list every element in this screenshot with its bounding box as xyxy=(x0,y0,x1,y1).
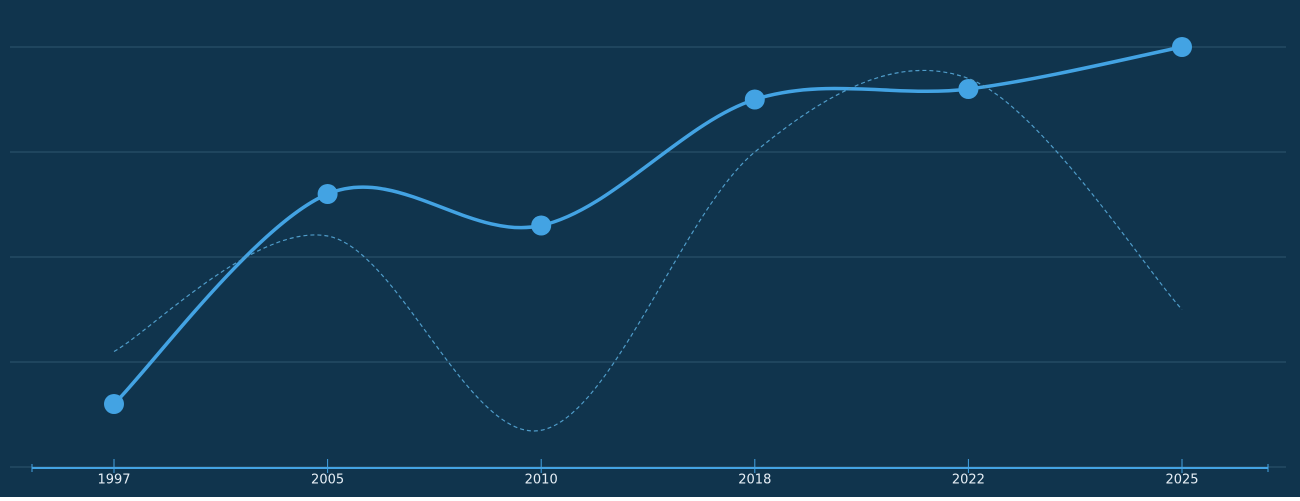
point xyxy=(104,394,124,414)
x-tick-label: 2022 xyxy=(952,473,985,488)
point xyxy=(317,184,338,204)
point xyxy=(958,79,979,99)
x-tick-label: 2010 xyxy=(525,473,558,488)
point xyxy=(744,89,765,110)
point xyxy=(1172,37,1192,57)
dashed-line xyxy=(113,69,1183,432)
point xyxy=(531,215,552,236)
line xyxy=(112,45,1183,406)
x-tick-label: 2005 xyxy=(311,473,344,488)
x-tick-label: 1997 xyxy=(97,473,130,488)
x-tick-label: 2018 xyxy=(738,473,771,488)
x-tick-label: 2025 xyxy=(1165,473,1198,488)
